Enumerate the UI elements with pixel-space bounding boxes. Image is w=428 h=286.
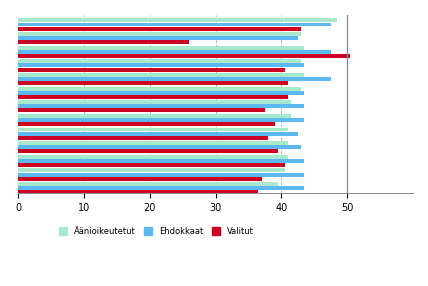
Bar	[18, 91, 304, 95]
Bar	[18, 122, 275, 126]
Bar	[18, 141, 288, 145]
Legend: Äänioikeutetut, Ehdokkaat, Valitut: Äänioikeutetut, Ehdokkaat, Valitut	[56, 224, 257, 239]
Bar	[18, 63, 304, 67]
Bar	[18, 145, 301, 149]
Bar	[18, 36, 298, 40]
Bar	[18, 182, 278, 186]
Bar	[18, 177, 262, 181]
Bar	[18, 73, 304, 77]
Bar	[18, 136, 268, 140]
Bar	[18, 190, 259, 194]
Bar	[18, 186, 304, 190]
Bar	[18, 114, 291, 118]
Bar	[18, 18, 337, 22]
Bar	[18, 87, 301, 91]
Bar	[18, 100, 291, 104]
Bar	[18, 172, 304, 176]
Bar	[18, 27, 301, 31]
Bar	[18, 67, 285, 72]
Bar	[18, 104, 304, 108]
Bar	[18, 163, 285, 167]
Bar	[18, 132, 298, 136]
Bar	[18, 168, 285, 172]
Bar	[18, 155, 288, 159]
Bar	[18, 159, 304, 163]
Bar	[18, 118, 304, 122]
Bar	[18, 149, 278, 153]
Bar	[18, 32, 301, 36]
Bar	[18, 46, 304, 50]
Bar	[18, 54, 351, 58]
Bar	[347, 15, 413, 194]
Bar	[18, 50, 331, 54]
Bar	[18, 23, 331, 27]
Bar	[18, 108, 265, 112]
Bar	[18, 40, 189, 44]
Bar	[18, 128, 288, 132]
Bar	[18, 95, 288, 99]
Bar	[18, 77, 331, 81]
Bar	[18, 59, 301, 63]
Bar	[18, 81, 288, 85]
